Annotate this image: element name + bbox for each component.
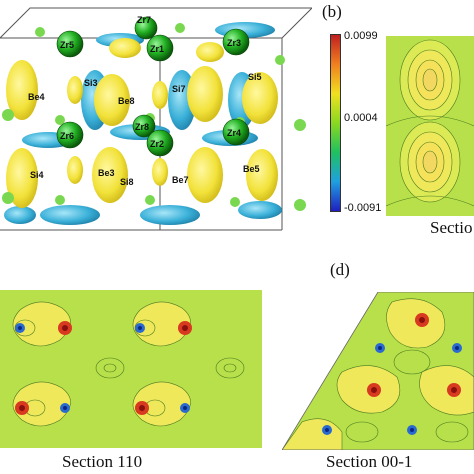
neutral-isosurfaces <box>2 23 306 211</box>
zr-atoms <box>56 16 250 157</box>
label-zr1: Zr1 <box>150 44 164 54</box>
label-zr7: Zr7 <box>137 15 151 25</box>
atom-zr3 <box>222 28 250 56</box>
label-be4: Be4 <box>28 92 45 102</box>
label-si3: Si3 <box>84 78 98 88</box>
atom-zr5 <box>56 30 84 58</box>
label-be8: Be8 <box>118 96 135 106</box>
colorbar-min-label: -0.0091 <box>344 202 382 214</box>
panel-b-contour-map <box>386 36 474 216</box>
label-si5: Si5 <box>248 72 262 82</box>
panel-d-contour-map <box>282 292 474 450</box>
panel-c-caption: Section 110 <box>62 452 143 471</box>
panel-label-d: (d) <box>330 260 350 279</box>
panel-d-caption: Section 00-1 <box>326 452 413 471</box>
colorbar <box>330 34 341 212</box>
label-si4: Si4 <box>30 170 44 180</box>
label-zr5: Zr5 <box>60 40 74 50</box>
panel-label-b: (b) <box>322 2 342 21</box>
atom-zr8 <box>132 114 156 138</box>
atom-zr1 <box>146 34 174 62</box>
colorbar-max-label: 0.0099 <box>344 30 378 42</box>
atom-zr4 <box>222 118 250 146</box>
atom-zr6 <box>56 121 84 149</box>
positive-isosurfaces <box>6 38 278 208</box>
label-si7: Si7 <box>172 84 186 94</box>
label-zr8: Zr8 <box>135 122 149 132</box>
label-be5: Be5 <box>243 164 260 174</box>
panel-c-contour-map <box>0 290 262 448</box>
panel-c-peaks <box>15 321 192 415</box>
label-si8: Si8 <box>120 177 134 187</box>
colorbar-mid-label: 0.0004 <box>344 112 378 124</box>
label-zr4: Zr4 <box>227 128 241 138</box>
panel-b-contours <box>386 39 474 207</box>
atom-zr2 <box>146 129 174 157</box>
label-zr6: Zr6 <box>60 131 74 141</box>
atom-labels: Zr5 Zr7 Zr1 Zr3 Zr6 Zr8 Zr2 Zr4 Be4 Be8 … <box>28 15 262 187</box>
label-zr2: Zr2 <box>150 139 164 149</box>
panel-b-caption: Sectio <box>430 218 473 237</box>
label-zr3: Zr3 <box>227 38 241 48</box>
atom-zr7 <box>134 16 158 40</box>
panel-a-isosurface-view: Zr5 Zr7 Zr1 Zr3 Zr6 Zr8 Zr2 Zr4 Be4 Be8 … <box>0 7 312 231</box>
panel-d-peaks <box>322 313 462 435</box>
label-be7: Be7 <box>172 175 189 185</box>
label-be3: Be3 <box>98 168 115 178</box>
